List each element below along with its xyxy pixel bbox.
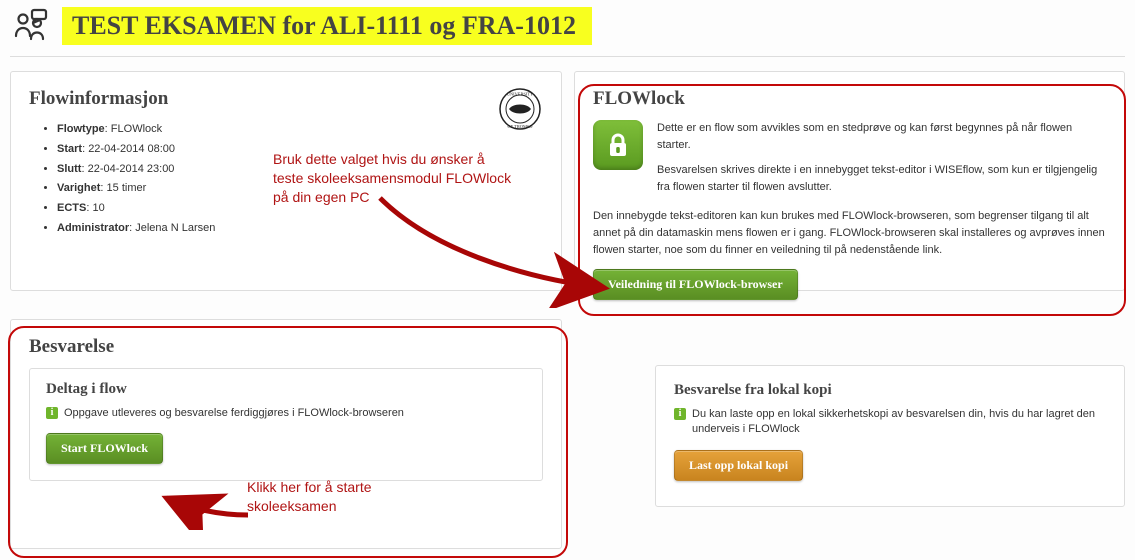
- annotation-text-1: Bruk dette valget hvis du ønsker å teste…: [273, 150, 511, 207]
- info-icon: i: [674, 408, 686, 420]
- deltag-heading: Deltag i flow: [46, 381, 526, 398]
- svg-text:OF TROMSØ: OF TROMSØ: [508, 124, 533, 129]
- deltag-info: i Oppgave utleveres og besvarelse ferdig…: [46, 406, 526, 421]
- deltag-panel: Deltag i flow i Oppgave utleveres og bes…: [29, 368, 543, 481]
- upload-local-copy-button[interactable]: Last opp lokal kopi: [674, 450, 803, 481]
- flowinfo-heading: Flowinformasjon: [29, 88, 543, 110]
- start-flowlock-button[interactable]: Start FLOWlock: [46, 433, 163, 464]
- list-item: Administrator: Jelena N Larsen: [57, 219, 543, 239]
- lokal-panel: Besvarelse fra lokal kopi i Du kan laste…: [655, 365, 1125, 507]
- flowlock-text: Dette er en flow som avvikles som en ste…: [657, 120, 1106, 204]
- flowlock-guide-button[interactable]: Veiledning til FLOWlock-browser: [593, 269, 798, 300]
- flowlock-panel: FLOWlock Dette er en flow som avvikles s…: [574, 71, 1125, 291]
- lock-icon: [593, 120, 643, 170]
- title-row: TEST EKSAMEN for ALI-1111 og FRA-1012: [10, 0, 1125, 57]
- flowinfo-panel: Flowinformasjon Flowtype: FLOWlock Start…: [10, 71, 562, 291]
- flowlock-text-2: Den innebygde tekst-editoren kan kun bru…: [593, 208, 1106, 259]
- annotation-text-2: Klikk her for å starte skoleeksamen: [247, 478, 372, 516]
- besvarelse-panel: Besvarelse Deltag i flow i Oppgave utlev…: [10, 319, 562, 549]
- besvarelse-heading: Besvarelse: [29, 336, 543, 358]
- page-title: TEST EKSAMEN for ALI-1111 og FRA-1012: [62, 7, 592, 45]
- list-item: Flowtype: FLOWlock: [57, 120, 543, 140]
- lokal-info: i Du kan laste opp en lokal sikkerhetsko…: [674, 407, 1106, 438]
- lokal-heading: Besvarelse fra lokal kopi: [674, 382, 1106, 399]
- people-icon: [10, 6, 50, 46]
- university-logo: UNIVERSITY OF TROMSØ: [497, 86, 543, 137]
- flowlock-heading: FLOWlock: [593, 88, 1106, 110]
- svg-text:UNIVERSITY: UNIVERSITY: [507, 92, 534, 97]
- info-icon: i: [46, 407, 58, 419]
